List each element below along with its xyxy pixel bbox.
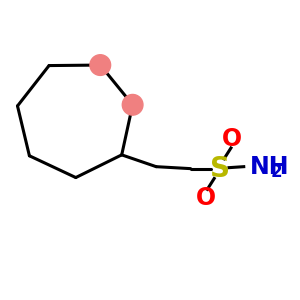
Text: NH: NH — [250, 155, 289, 179]
Text: O: O — [196, 186, 216, 210]
Circle shape — [90, 55, 111, 75]
Text: O: O — [222, 127, 242, 151]
Text: S: S — [210, 154, 230, 183]
Circle shape — [122, 94, 143, 115]
Text: 2: 2 — [271, 163, 282, 181]
